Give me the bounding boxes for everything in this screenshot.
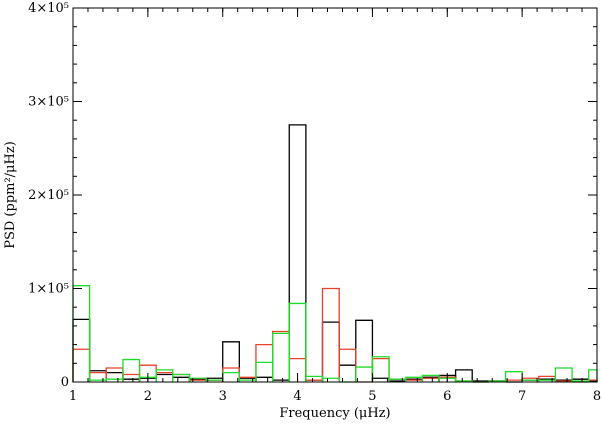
bin-bar bbox=[454, 369, 473, 382]
x-tick-label: 2 bbox=[144, 389, 152, 404]
bin-bar bbox=[338, 364, 357, 382]
plot-area bbox=[72, 7, 598, 383]
bin-bar bbox=[72, 318, 91, 382]
bin-bar bbox=[222, 341, 240, 382]
bin-bar bbox=[321, 377, 340, 382]
y-tick-label: 2×10⁵ bbox=[28, 188, 69, 203]
bin-bar bbox=[321, 287, 340, 382]
bin-bar bbox=[172, 376, 191, 382]
plot-frame bbox=[72, 7, 598, 383]
bin-bar bbox=[172, 373, 191, 382]
bin-bar bbox=[355, 366, 374, 382]
bin-bar bbox=[122, 358, 141, 382]
bin-bar bbox=[105, 367, 124, 382]
bin-bar bbox=[355, 319, 374, 382]
bin-bar bbox=[255, 376, 274, 382]
axis-ticks bbox=[72, 7, 598, 383]
y-tick-labels: 0 1×10⁵ 2×10⁵ 3×10⁵ 4×10⁵ bbox=[28, 1, 69, 390]
x-tick-label: 7 bbox=[518, 389, 526, 404]
bin-bar bbox=[255, 361, 274, 382]
x-tick-labels: 1 2 3 4 5 6 7 8 bbox=[69, 389, 601, 404]
x-tick-label: 5 bbox=[368, 389, 376, 404]
bin-bar bbox=[371, 377, 390, 382]
x-tick-label: 1 bbox=[69, 389, 77, 404]
bin-bar bbox=[321, 321, 340, 382]
bin-bar bbox=[255, 343, 274, 382]
bin-bar bbox=[271, 332, 290, 382]
x-tick-label: 6 bbox=[443, 389, 451, 404]
bin-bar bbox=[72, 348, 91, 382]
bin-bar bbox=[288, 124, 307, 382]
y-tick-label: 3×10⁵ bbox=[28, 95, 69, 110]
series-2 bbox=[72, 287, 598, 383]
series-layer bbox=[72, 124, 598, 383]
bin-bar bbox=[305, 375, 324, 382]
bin-bar bbox=[271, 330, 290, 382]
bin-bar bbox=[72, 285, 91, 382]
bin-bar bbox=[371, 356, 390, 382]
y-tick-label: 4×10⁵ bbox=[28, 1, 69, 16]
bin-bar bbox=[338, 348, 357, 382]
x-tick-label: 4 bbox=[293, 389, 301, 404]
bin-bar bbox=[155, 369, 174, 382]
bin-bar bbox=[122, 373, 141, 382]
bin-bar bbox=[222, 367, 240, 382]
bin-bar bbox=[172, 373, 191, 382]
bin-bar bbox=[288, 302, 307, 382]
bin-bar bbox=[222, 372, 240, 382]
y-axis-label: PSD (ppm²/μHz) bbox=[3, 141, 18, 249]
series-3 bbox=[72, 285, 598, 383]
x-tick-label: 8 bbox=[593, 389, 601, 404]
y-tick-label: 0 bbox=[61, 375, 69, 390]
bin-bar bbox=[554, 367, 573, 382]
x-tick-label: 3 bbox=[219, 389, 227, 404]
y-tick-label: 1×10⁵ bbox=[28, 282, 69, 297]
bin-bar bbox=[421, 377, 440, 382]
series-1 bbox=[72, 124, 598, 383]
x-axis-label: Frequency (μHz) bbox=[279, 406, 390, 421]
bin-bar bbox=[105, 372, 124, 382]
bin-bar bbox=[155, 373, 174, 382]
